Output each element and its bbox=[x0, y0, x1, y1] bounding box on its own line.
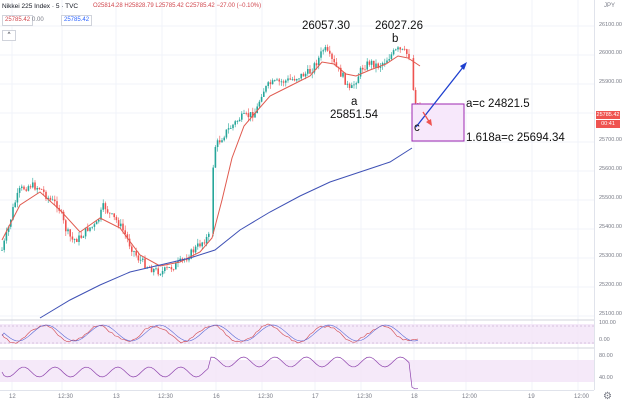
y-tick: 25400.00 bbox=[599, 224, 622, 230]
buy-price-box[interactable]: 25785.42 bbox=[61, 15, 93, 26]
x-tick: 12:00 bbox=[574, 394, 590, 400]
x-tick: 12:30 bbox=[158, 394, 174, 400]
x-tick: 12:30 bbox=[357, 394, 373, 400]
target-zone-box bbox=[411, 103, 465, 142]
y-tick: 25700.00 bbox=[599, 137, 622, 143]
x-tick: 13 bbox=[113, 394, 120, 400]
projection-arrow-up bbox=[415, 65, 465, 128]
last-price-tag: 25785.42 bbox=[596, 111, 620, 119]
y-tick: 25100.00 bbox=[599, 311, 622, 317]
bar-timer-tag: 00:41 bbox=[596, 120, 620, 128]
osc-tick: 40.00 bbox=[599, 375, 613, 381]
arrowhead-up-icon bbox=[460, 62, 467, 70]
symbol-title[interactable]: Nikkei 225 Index · 5 · TVC bbox=[2, 3, 79, 10]
spread-value: 0.00 bbox=[32, 17, 44, 23]
sell-price-box[interactable]: 25785.42 bbox=[2, 15, 34, 26]
ohlc-values: O25814.28 H25828.79 L25785.42 C25785.42 … bbox=[93, 3, 262, 9]
wave-label-c: c bbox=[414, 122, 420, 134]
annotation-target-1: a=c 24821.5 bbox=[466, 98, 530, 110]
osc-tick: 80.00 bbox=[599, 353, 613, 359]
annotation-low-a: 25851.54 bbox=[330, 109, 378, 121]
x-tick: 18 bbox=[411, 394, 418, 400]
x-tick: 12:30 bbox=[258, 394, 274, 400]
arrowhead-down-icon bbox=[426, 119, 432, 126]
y-tick: 25200.00 bbox=[599, 282, 622, 288]
x-tick: 19 bbox=[528, 394, 535, 400]
annotation-high-1: 26057.30 bbox=[302, 20, 350, 32]
annotation-target-2: 1.618a=c 25694.34 bbox=[466, 132, 565, 144]
wave-label-a: a bbox=[351, 96, 358, 108]
currency-label: JPY bbox=[604, 3, 616, 9]
moving-average-short bbox=[1, 55, 421, 267]
collapse-legend-button[interactable]: ^ bbox=[2, 30, 16, 41]
candlestick-series bbox=[1, 44, 421, 278]
x-tick: 17 bbox=[312, 394, 319, 400]
y-tick: 25900.00 bbox=[599, 79, 622, 85]
osc-tick: 0.00 bbox=[599, 337, 610, 343]
y-tick: 26100.00 bbox=[599, 22, 622, 28]
price-axis[interactable]: 26100.00 26000.00 25900.00 25700.00 2560… bbox=[594, 0, 622, 390]
moving-average-long bbox=[39, 147, 413, 319]
wave-label-b: b bbox=[392, 33, 399, 45]
oscillator-panel-1 bbox=[0, 323, 594, 344]
settings-gear-icon[interactable]: ⚙ bbox=[603, 391, 612, 402]
osc-tick: 100.00 bbox=[599, 320, 616, 326]
oscillator-panel-2 bbox=[0, 356, 594, 390]
x-tick: 12 bbox=[9, 394, 16, 400]
y-tick: 26000.00 bbox=[599, 50, 622, 56]
y-tick: 25600.00 bbox=[599, 166, 622, 172]
x-tick: 12:30 bbox=[58, 394, 74, 400]
y-tick: 25500.00 bbox=[599, 195, 622, 201]
annotation-high-2: 26027.26 bbox=[375, 20, 423, 32]
y-tick: 25300.00 bbox=[599, 253, 622, 259]
x-tick: 12:00 bbox=[462, 394, 478, 400]
x-tick: 16 bbox=[213, 394, 220, 400]
time-axis[interactable]: 12 12:30 13 12:30 16 12:30 17 12:30 18 1… bbox=[0, 390, 594, 405]
